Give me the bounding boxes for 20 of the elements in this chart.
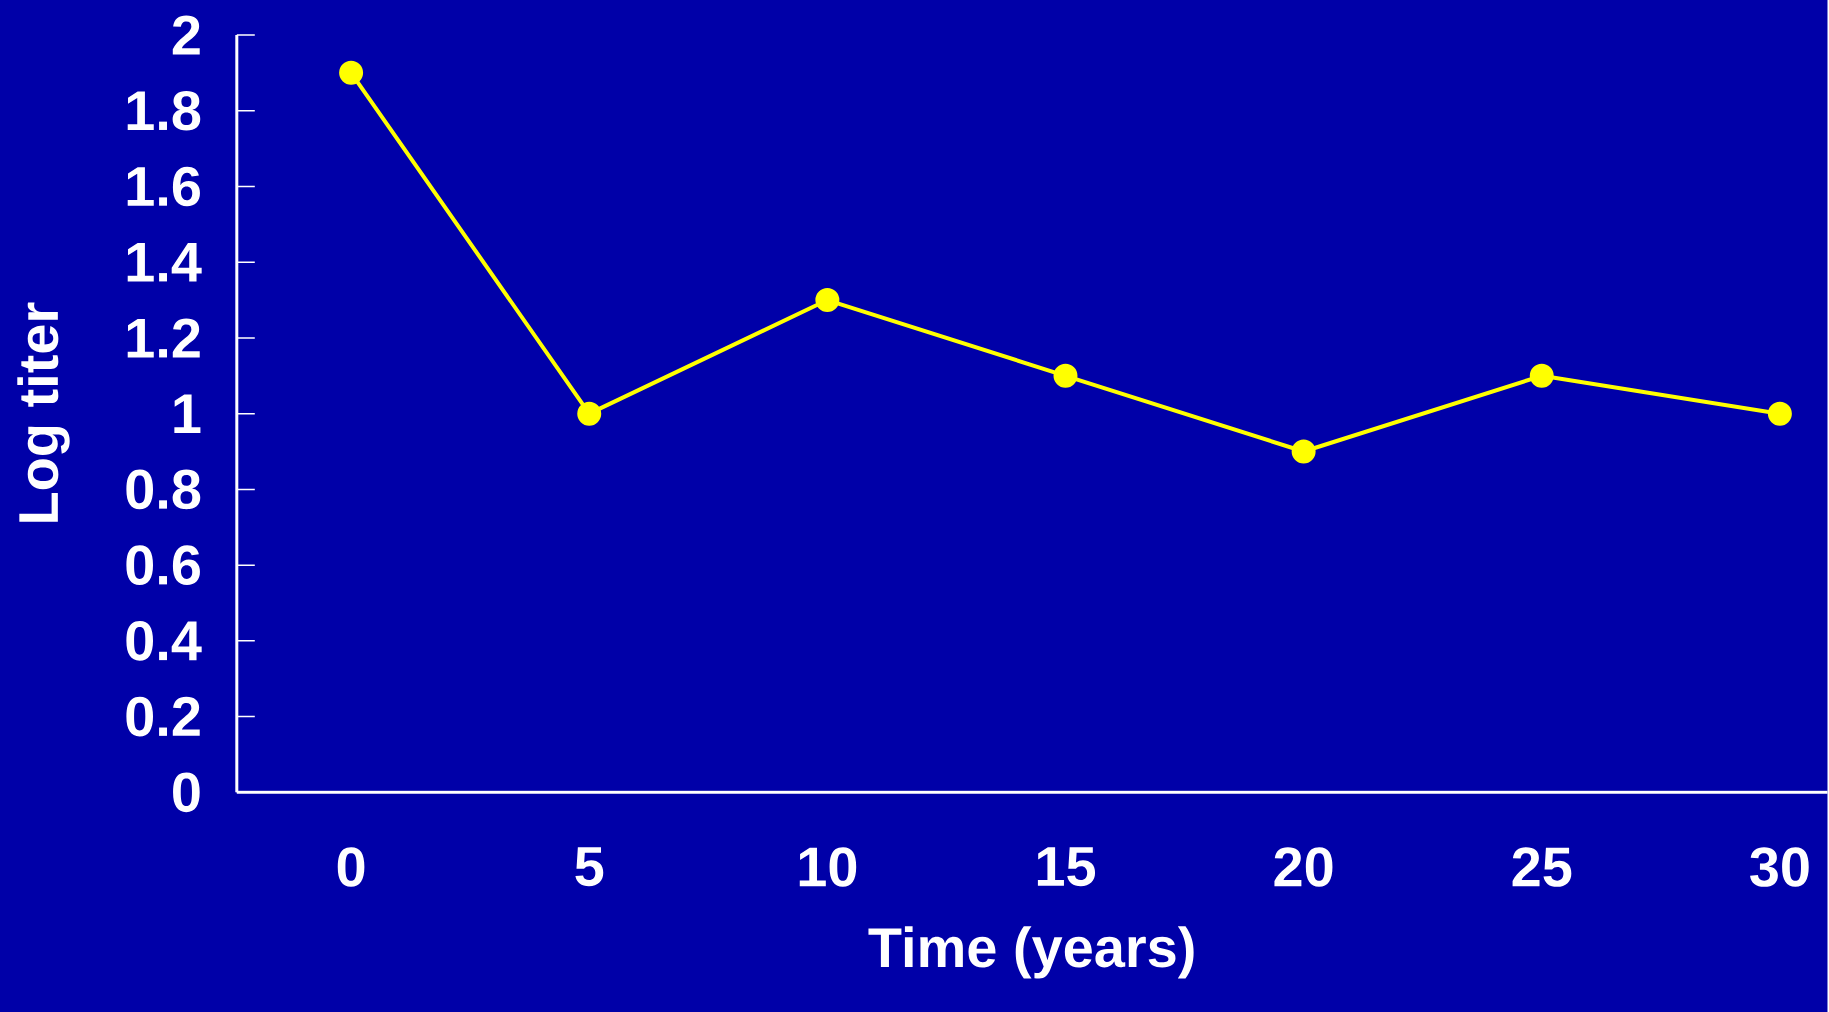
y-tick-label: 2 (172, 15, 200, 55)
y-tick-label: 1.4 (127, 242, 202, 282)
x-tick-label: 15 (1037, 847, 1096, 887)
y-tick-label: 0.4 (126, 620, 202, 661)
y-tick-label: 0.8 (126, 469, 201, 510)
y-axis-title: Log titer (17, 302, 70, 522)
x-tick-label: 5 (575, 847, 604, 887)
y-tick-label: 0 (173, 772, 200, 813)
y-tick-label: 1 (174, 394, 201, 433)
x-tick-label: 10 (799, 847, 857, 887)
y-tick-label: 1.6 (127, 166, 200, 207)
y-tick-label: 1.2 (127, 318, 200, 358)
x-tick-label: 20 (1274, 847, 1333, 887)
x-axis-title: Time (years) (868, 926, 1194, 979)
y-tick-label: 0.2 (126, 696, 200, 737)
x-tick-label: 25 (1512, 847, 1572, 887)
y-tick-label: 0.6 (126, 545, 200, 585)
y-tick-label: 1.8 (127, 90, 201, 131)
x-tick-label: 30 (1750, 847, 1809, 887)
x-tick-label: 0 (337, 847, 365, 887)
